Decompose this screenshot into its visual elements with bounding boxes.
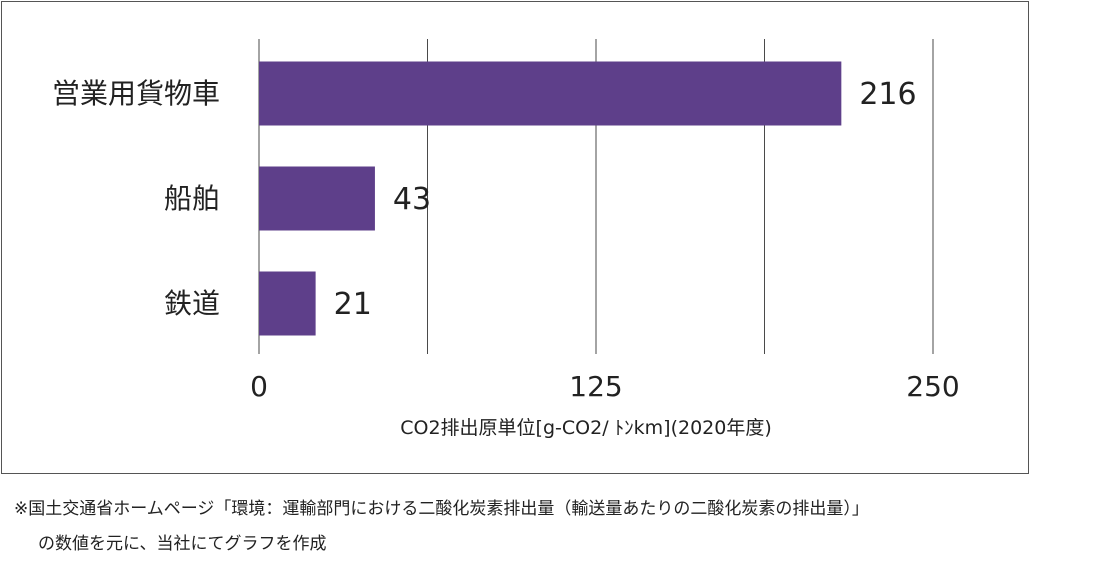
category-label: 鉄道 — [164, 287, 220, 320]
category-label: 営業用貨物車 — [52, 77, 220, 110]
x-tick-label: 125 — [569, 370, 622, 403]
data-label: 216 — [859, 77, 916, 112]
bar-2 — [259, 166, 375, 231]
data-label: 21 — [334, 287, 372, 322]
footnote-line-2: の数値を元に、当社にてグラフを作成 — [38, 534, 327, 554]
x-tick-label: 250 — [906, 370, 959, 403]
chart-frame: 営業用貨物車 216 船舶 43 鉄道 21 0 125 250 CO2排出原単位[g-CO2/ … — [1, 1, 1029, 474]
x-axis-label: CO2排出原単位[g-CO2/ ﾄﾝkm](2020年度) — [400, 417, 772, 439]
footnote-line-1: ※国土交通省ホームページ「環境：運輸部門における二酸化炭素排出量（輸送量あたりの… — [14, 499, 869, 519]
category-label: 船舶 — [164, 182, 220, 215]
bar-chart: 営業用貨物車 216 船舶 43 鉄道 21 0 125 250 CO2排出原単位[g-CO2/ … — [52, 39, 960, 439]
bar-3 — [259, 271, 316, 336]
bar-1 — [259, 61, 842, 126]
data-label: 43 — [393, 182, 431, 217]
x-tick-label: 0 — [250, 370, 268, 403]
